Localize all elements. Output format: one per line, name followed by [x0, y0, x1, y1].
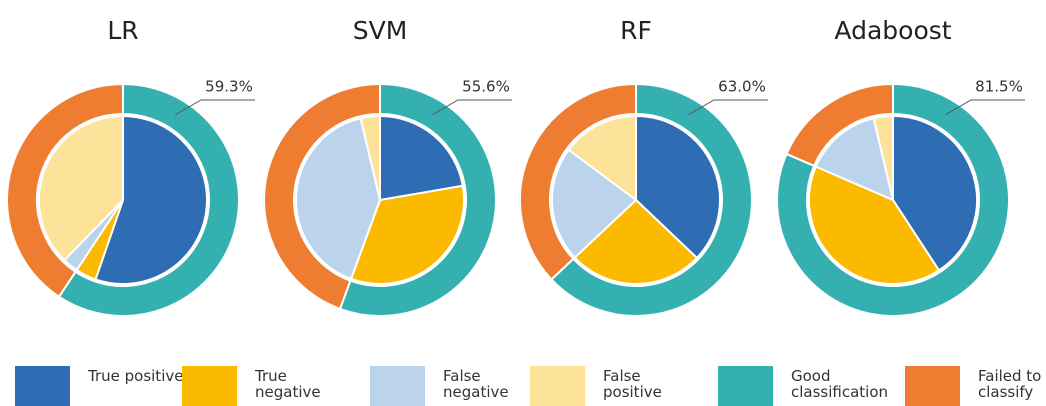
legend-label: True positive [88, 367, 184, 385]
legend-swatch [905, 366, 960, 406]
pie-slice [567, 114, 637, 202]
pie-slice [635, 114, 721, 260]
value-label: 63.0% [718, 78, 766, 96]
value-label: 81.5% [975, 78, 1023, 96]
ring-segment [338, 82, 497, 317]
chart-title: RF [620, 16, 652, 45]
pie-slice [349, 184, 465, 285]
ring-segment [263, 82, 381, 311]
legend-label: True negative [255, 367, 321, 401]
pie-slice [814, 117, 895, 202]
legend-label: False negative [443, 367, 509, 401]
legend-item: Failed to classify [905, 366, 1046, 406]
legend-swatch [370, 366, 425, 406]
pie-slice [295, 117, 382, 281]
legend-item: False negative [370, 366, 543, 406]
pie-slice [359, 114, 381, 201]
legend-item: Good classification [718, 366, 891, 406]
leader-line [432, 99, 512, 116]
legend-item: False positive [530, 366, 703, 406]
ring-segment [57, 82, 240, 317]
legend-swatch [182, 366, 237, 406]
legend-item: True positive [15, 366, 188, 406]
legend-swatch [718, 366, 773, 406]
legend-item: True negative [182, 366, 355, 406]
leader-line [175, 99, 255, 116]
pie-slice [551, 148, 638, 259]
value-label: 55.6% [462, 78, 510, 96]
pie-slice [872, 114, 894, 201]
ring-segment [776, 82, 1010, 317]
leader-line [688, 99, 768, 116]
ring-segment [6, 82, 124, 299]
chart-title: LR [107, 16, 138, 45]
value-label: 59.3% [205, 78, 253, 96]
chart-title: SVM [353, 16, 408, 45]
pie-slice [573, 198, 699, 285]
legend-swatch [15, 366, 70, 406]
legend-label: Good classification [791, 367, 889, 401]
pie-slice [38, 114, 124, 262]
ring-segment [550, 82, 753, 317]
pie-slice [808, 165, 941, 285]
legend-label: False positive [603, 367, 662, 401]
ring-segment [519, 82, 637, 281]
ring-segment [785, 82, 894, 168]
pie-slice [379, 114, 464, 202]
chart-title: Adaboost [834, 16, 951, 45]
charts: LR 59.3% SVM 55.6% RF 63.0% Adaboost 81.5% [6, 16, 1025, 317]
legend-label: Failed to classify [978, 367, 1042, 401]
leader-line [945, 99, 1025, 116]
legend-swatch [530, 366, 585, 406]
